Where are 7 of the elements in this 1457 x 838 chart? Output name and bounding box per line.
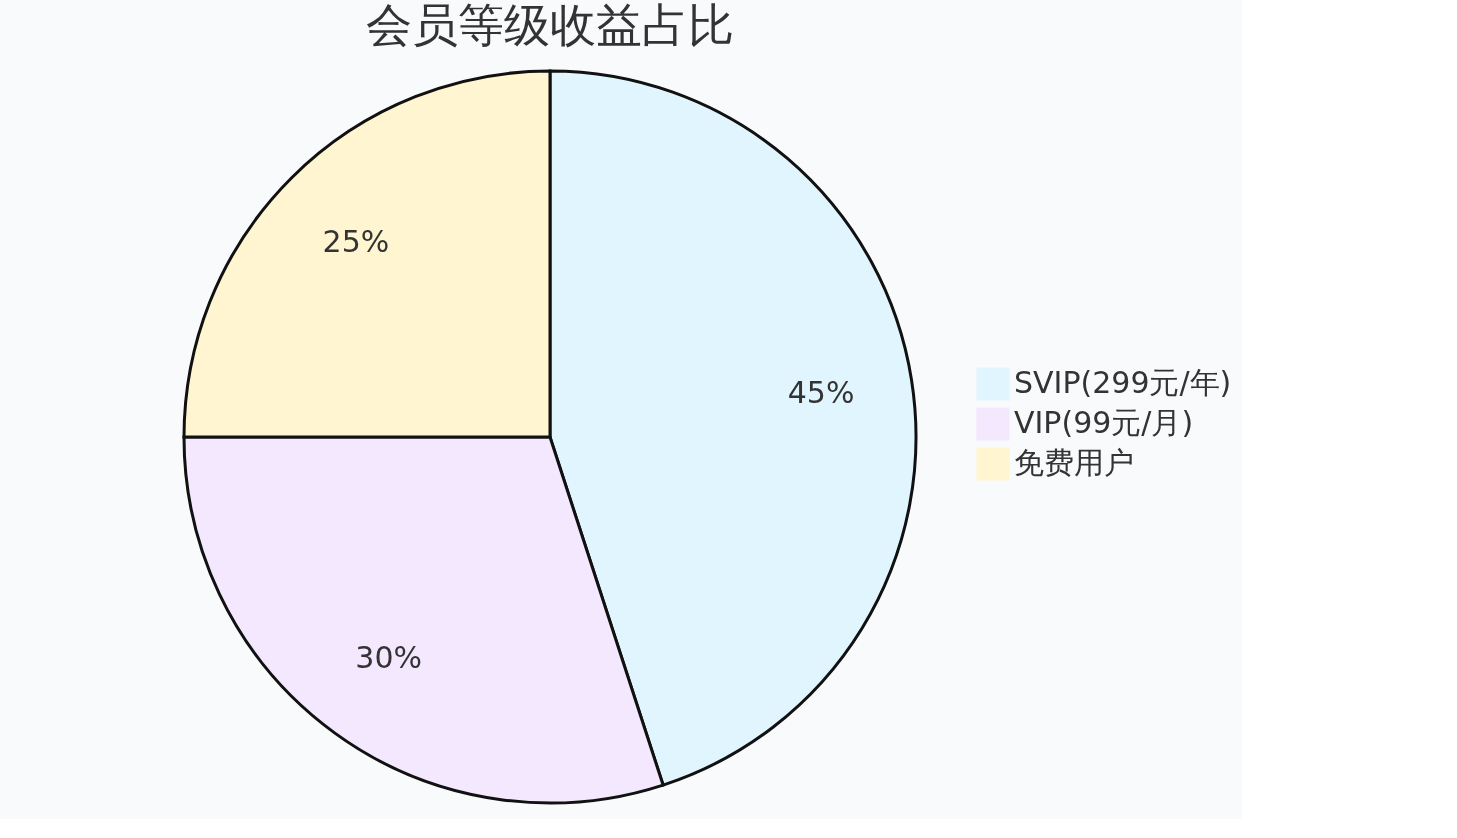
legend-label: 免费用户 bbox=[1014, 445, 1134, 480]
chart-title: 会员等级收益占比 bbox=[366, 0, 734, 52]
legend-label: VIP(99元/月) bbox=[1014, 405, 1194, 440]
data-label: 30% bbox=[355, 640, 422, 676]
data-label: 25% bbox=[322, 223, 390, 259]
legend-label: SVIP(299元/年) bbox=[1014, 365, 1232, 400]
data-label: 45% bbox=[787, 375, 855, 411]
